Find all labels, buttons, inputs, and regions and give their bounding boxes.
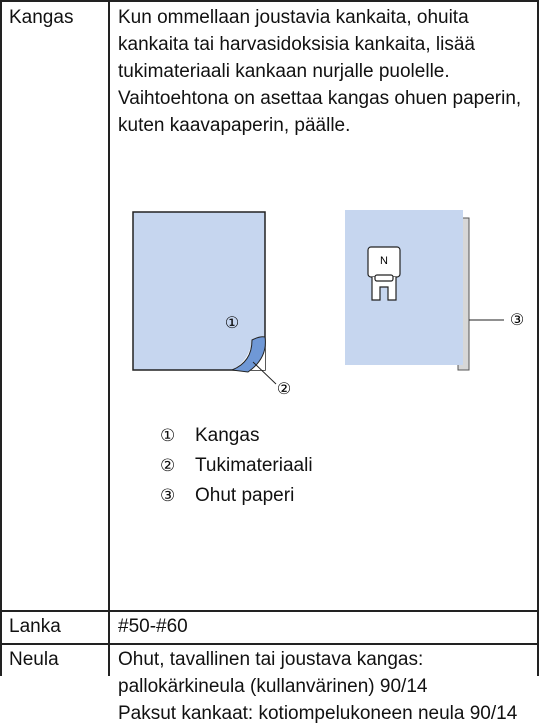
cell-text: #50-#60: [118, 616, 188, 637]
legend-label: Kangas: [195, 425, 260, 446]
border: [0, 643, 539, 645]
legend-marker: ②: [160, 456, 176, 475]
cell-text: Ohut, tavallinen tai joustava kangas: pa…: [118, 649, 428, 697]
leader: [252, 361, 277, 385]
border: [108, 0, 110, 676]
stabilizer: [231, 336, 266, 373]
border: [0, 0, 2, 676]
legend-marker: ①: [160, 426, 176, 445]
legend-marker: ③: [160, 486, 176, 505]
legend-label: Tukimateriaali: [195, 455, 313, 476]
callout: ①: [225, 315, 239, 332]
row-label: Neula: [9, 649, 59, 670]
presser-foot: [367, 246, 401, 301]
legend-label: Ohut paperi: [195, 485, 295, 506]
row-label: Lanka: [9, 616, 61, 637]
cell-text: Paksut kankaat: kotiompelukoneen neula 9…: [118, 703, 518, 724]
figure: ① ② ③ N: [132, 210, 524, 398]
foot-letter: N: [380, 255, 388, 267]
row-label: Kangas: [9, 7, 74, 28]
fabric: [132, 211, 266, 371]
fabric: [345, 210, 463, 365]
cell-text: Kun ommellaan joustavia kankaita, ohuita…: [118, 7, 522, 136]
callout: ②: [277, 381, 291, 398]
border: [0, 610, 539, 612]
callout: ③: [510, 312, 524, 329]
border: [0, 0, 539, 2]
border: [537, 0, 539, 676]
